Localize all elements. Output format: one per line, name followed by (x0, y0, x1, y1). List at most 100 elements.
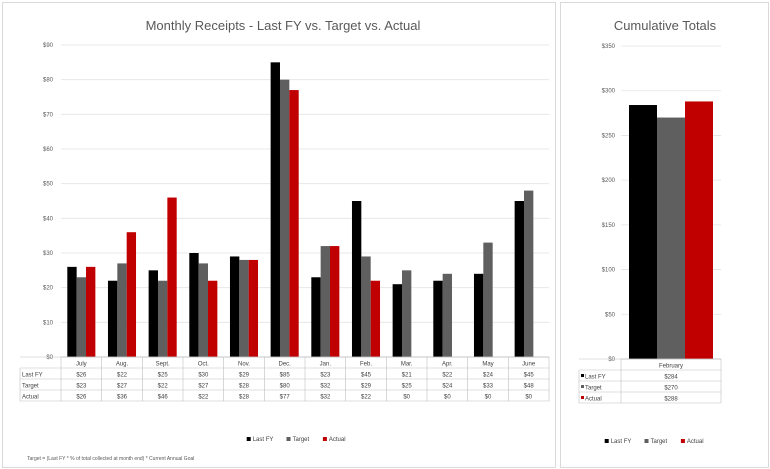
data-label-last-fy: $22 (442, 373, 453, 379)
bar-last-fy (229, 256, 240, 357)
bar-target (483, 242, 493, 357)
y-tick-label: $0 (608, 357, 615, 363)
x-category-label: Sept. (156, 362, 170, 368)
data-label-last-fy: $45 (524, 373, 535, 379)
data-label-last-fy: $23 (320, 373, 331, 379)
y-tick-label: $50 (605, 312, 616, 318)
bar-actual (370, 280, 381, 357)
y-tick-label: $50 (43, 182, 54, 188)
data-label-target: $27 (117, 384, 128, 390)
bar-last-fy (351, 201, 362, 357)
bar-target (442, 273, 453, 357)
data-label-last-fy: $85 (280, 373, 291, 379)
x-category-label: June (522, 362, 536, 368)
cumulative-totals-chart: Cumulative Totals $0 $50 $100 $150 $200 $250 $3… (578, 18, 722, 445)
table-legend-key-last-fy (581, 374, 584, 377)
y-tick-label: $20 (43, 286, 54, 292)
table-row-label: Last FY (22, 373, 43, 379)
legend-label-last-fy: Last FY (611, 439, 632, 445)
bar-actual (208, 280, 218, 357)
x-category-label: Apr. (442, 362, 453, 368)
data-label-target: $33 (483, 384, 494, 390)
table-row-label: Actual (585, 397, 602, 403)
data-label-target: $270 (664, 386, 678, 392)
monthly-receipts-chart: Monthly Receipts - Last FY vs. Target vs… (19, 18, 550, 462)
table-legend-key-target (581, 385, 584, 388)
bar-target (320, 246, 331, 357)
legend-key-actual (680, 439, 685, 443)
data-label-actual: $46 (158, 395, 169, 401)
data-label-target: $27 (198, 384, 209, 390)
data-label-actual: $22 (198, 395, 209, 401)
data-label-target: $25 (402, 384, 413, 390)
data-label-target: $32 (320, 384, 331, 390)
data-label-actual: $26 (76, 395, 87, 401)
data-label-target: $24 (442, 384, 453, 390)
x-category-label: Nov. (238, 362, 250, 368)
bar-last-fy (629, 105, 657, 359)
bar-target (279, 79, 290, 358)
data-label-last-fy: $24 (483, 373, 494, 379)
y-tick-label: $300 (602, 89, 616, 95)
x-category-label: Mar. (401, 362, 413, 368)
footnote: Target = (Last FY * % of total collected… (27, 456, 194, 462)
y-tick-label: $30 (43, 251, 54, 257)
x-category-label: Dec. (278, 362, 291, 368)
data-label-target: $23 (76, 384, 87, 390)
y-tick-label: $70 (43, 112, 54, 118)
bar-target (401, 270, 412, 357)
x-category-label: Feb. (360, 362, 372, 368)
data-label-last-fy: $21 (402, 373, 413, 379)
bar-last-fy (514, 201, 524, 357)
legend-label-target: Target (293, 437, 310, 443)
bar-target (117, 263, 127, 357)
legend-label-target: Target (651, 439, 668, 445)
table-row-label: Last FY (585, 375, 606, 381)
x-category-label: February (659, 364, 683, 370)
y-tick-label: $90 (43, 43, 54, 49)
bar-target (239, 259, 249, 357)
bar-target (657, 117, 685, 360)
bar-last-fy (473, 273, 484, 357)
data-label-target: $28 (239, 384, 250, 390)
x-category-label: Jan. (320, 362, 332, 368)
bar-target (198, 263, 209, 357)
legend-key-target (286, 437, 291, 441)
data-label-last-fy: $29 (239, 373, 250, 379)
data-label-actual: $77 (280, 395, 291, 401)
table-legend-key-actual (581, 396, 584, 399)
data-label-last-fy: $30 (198, 373, 209, 379)
bar-actual (167, 197, 177, 357)
bar-target (157, 280, 168, 357)
data-label-actual: $36 (117, 395, 128, 401)
bar-last-fy (107, 280, 118, 357)
bar-target (76, 277, 87, 357)
data-label-actual: $28 (239, 395, 250, 401)
chart-title: Cumulative Totals (614, 18, 717, 33)
data-label-actual: $0 (485, 395, 492, 401)
legend-key-last-fy (604, 439, 609, 443)
legend-key-actual (322, 437, 327, 441)
data-label-target: $22 (158, 384, 169, 390)
bar-last-fy (148, 270, 158, 357)
y-tick-label: $40 (43, 216, 54, 222)
legend-label-actual: Actual (329, 437, 346, 443)
data-label-target: $29 (361, 384, 372, 390)
data-label-last-fy: $22 (117, 373, 128, 379)
data-label-target: $80 (280, 384, 291, 390)
bar-actual (126, 232, 137, 357)
data-label-actual: $288 (664, 397, 678, 403)
bar-last-fy (189, 253, 199, 357)
data-label-last-fy: $45 (361, 373, 372, 379)
y-tick-label: $200 (602, 178, 616, 184)
y-tick-label: $150 (602, 223, 616, 229)
bar-actual (685, 101, 713, 360)
data-label-last-fy: $284 (664, 375, 678, 381)
bar-actual (330, 246, 340, 357)
legend-label-actual: Actual (687, 439, 704, 445)
bar-last-fy (433, 280, 443, 357)
data-label-last-fy: $26 (76, 373, 87, 379)
legend-key-target (644, 439, 649, 443)
table-row-label: Actual (22, 395, 39, 401)
chart-title: Monthly Receipts - Last FY vs. Target vs… (146, 18, 421, 33)
